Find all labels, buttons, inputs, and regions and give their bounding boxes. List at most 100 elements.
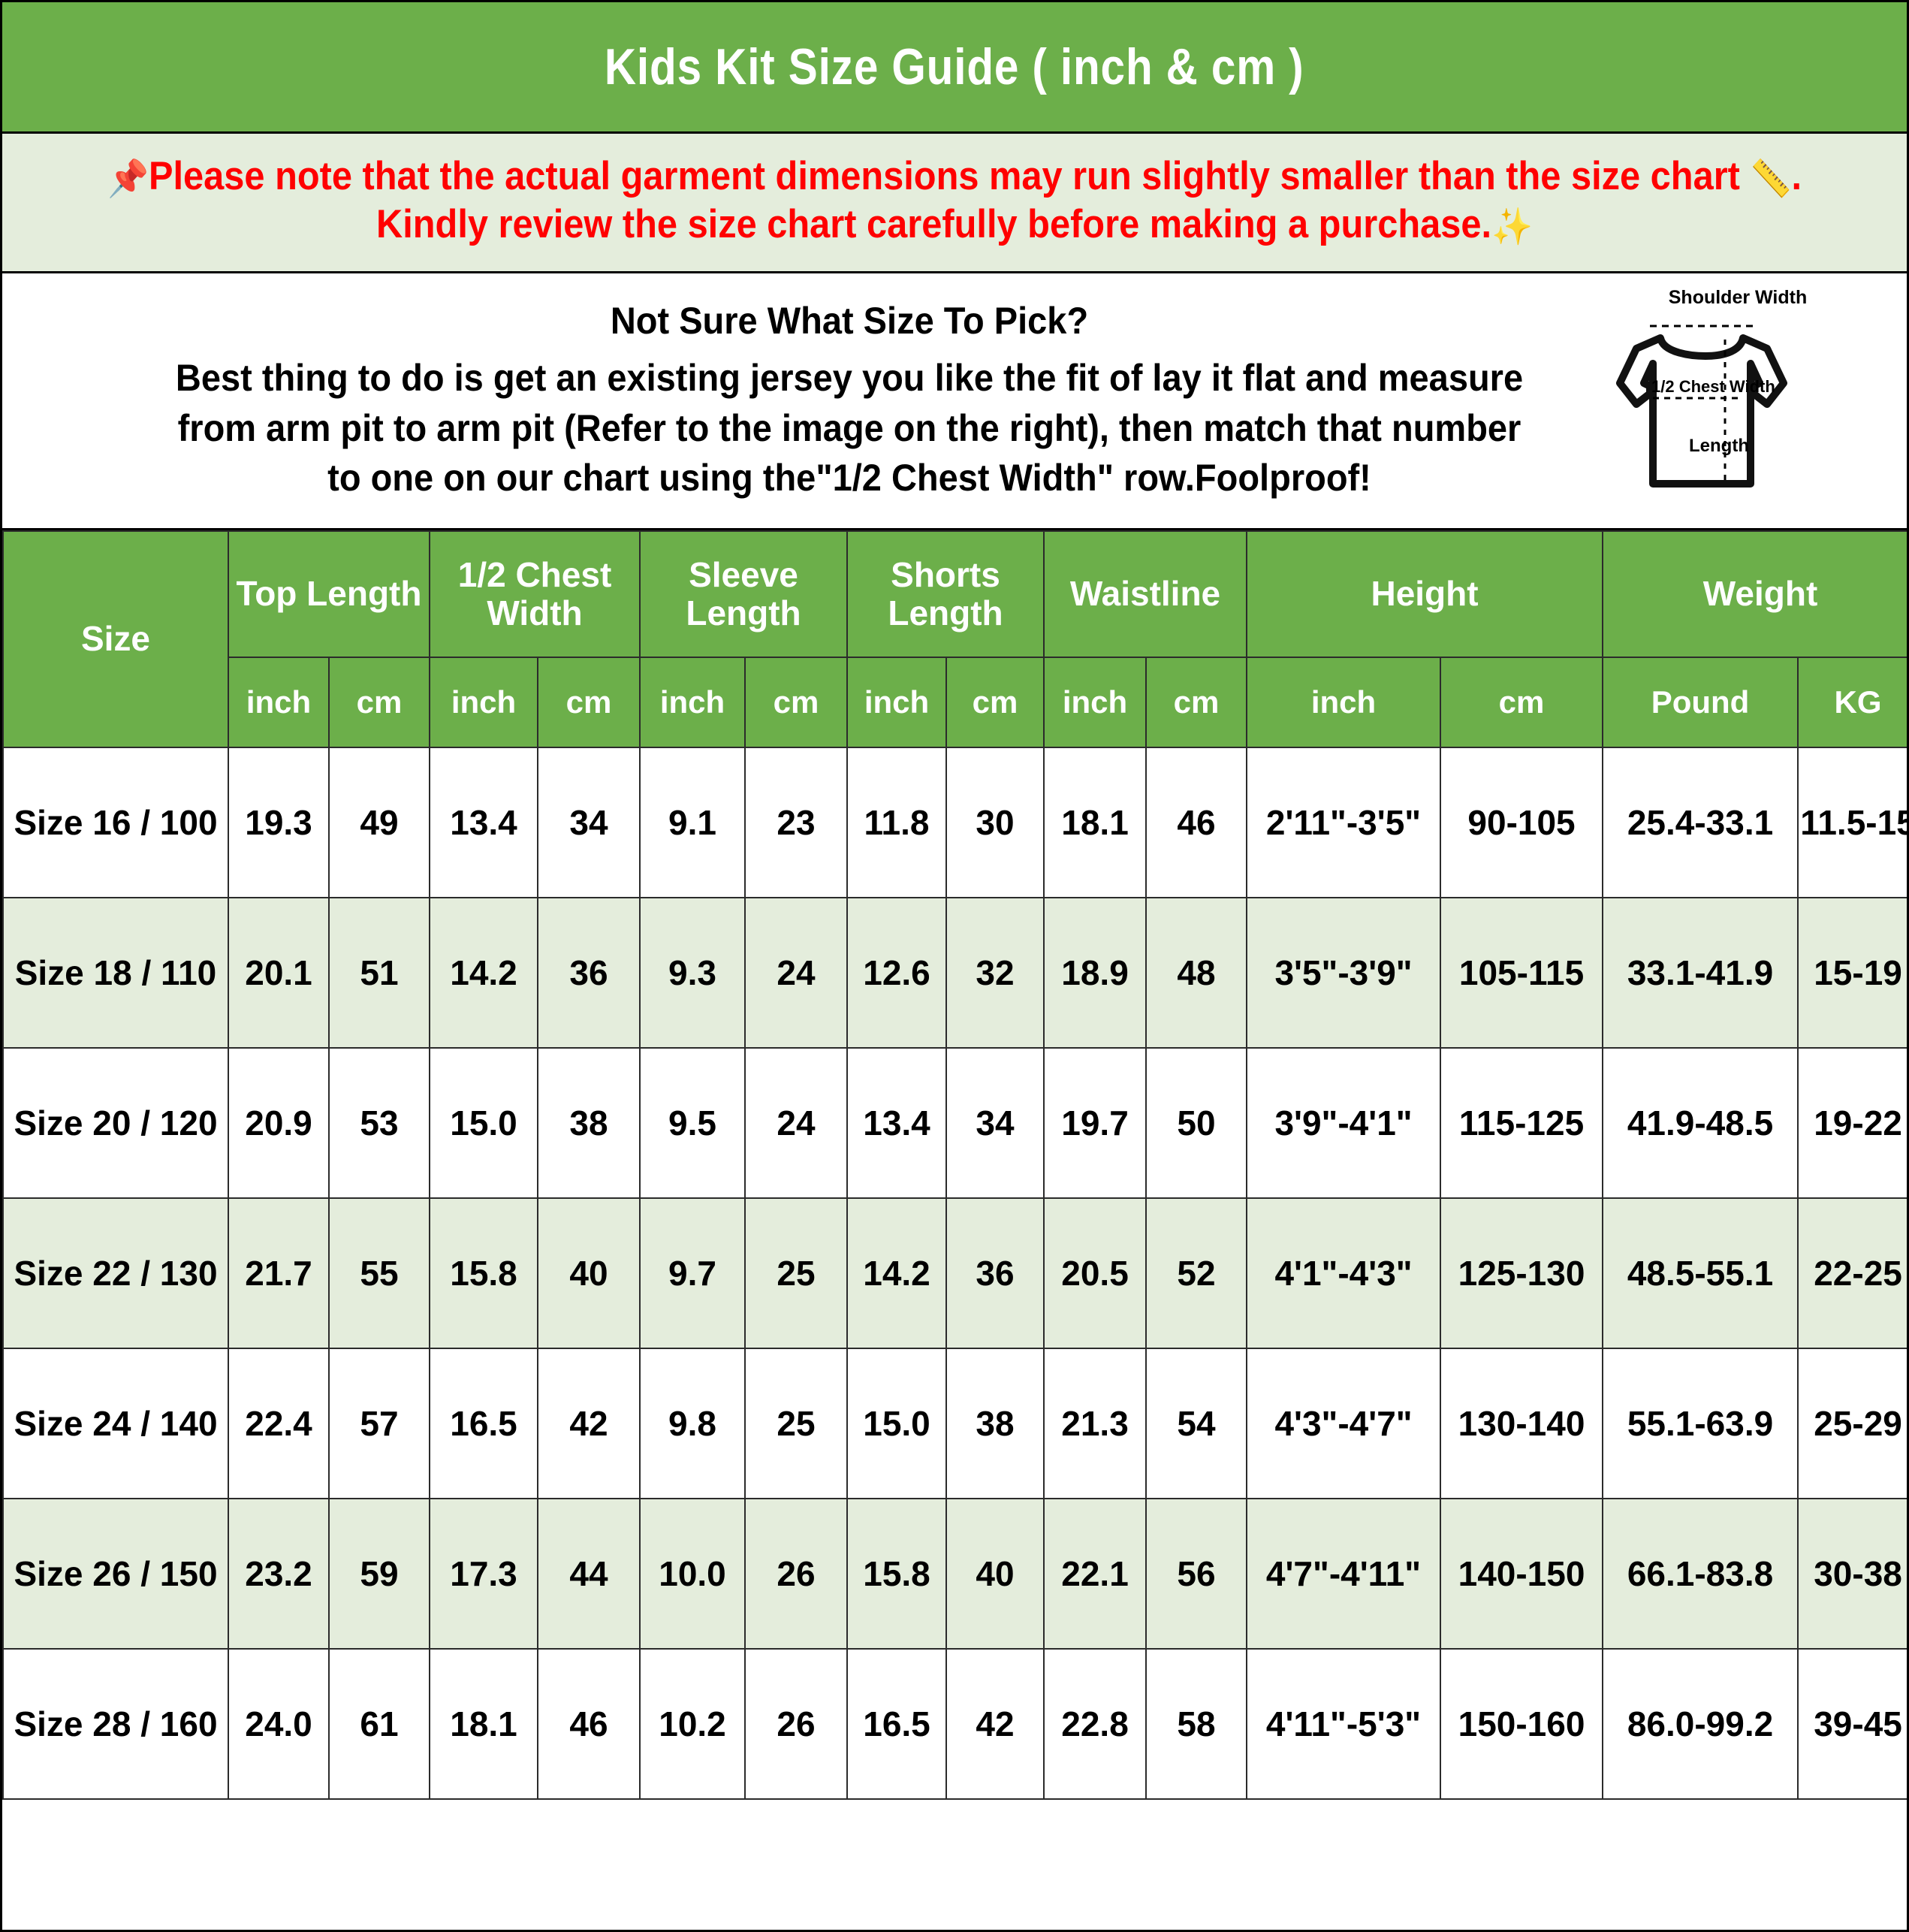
table-row: Size 28 / 160 24.0 61 18.1 46 10.2 26 16.5 42 22.… [2, 1648, 1907, 1801]
table-row: Size 24 / 140 22.4 57 16.5 42 9.8 25 15.0 38 21.3… [2, 1348, 1907, 1500]
measurement-cell: 44 [537, 1498, 641, 1650]
col-header-sleeve-length: Sleeve Length [639, 530, 848, 659]
measurement-cell: 140-150 [1440, 1498, 1604, 1650]
measurement-cell: 9.5 [639, 1047, 746, 1200]
measurement-cell: 4'11"-5'3" [1246, 1648, 1442, 1801]
measurement-cell: 66.1-83.8 [1602, 1498, 1799, 1650]
measurement-cell: 19-22 [1797, 1047, 1907, 1200]
measurement-cell: 55 [328, 1197, 430, 1350]
measurement-cell: 22-25 [1797, 1197, 1907, 1350]
unit-header-9: inch [1043, 657, 1148, 749]
tshirt-diagram: Shoulder Width 1/2 Chest Width Length [1614, 287, 1862, 512]
length-label: Length [1689, 436, 1749, 457]
measurement-cell: 23.2 [228, 1498, 330, 1650]
table-row: Size 16 / 100 19.3 49 13.4 34 9.1 23 11.8 30 18.1… [2, 747, 1907, 899]
measurement-cell: 15-19 [1797, 897, 1907, 1049]
measurement-cell: 17.3 [429, 1498, 538, 1650]
size-label-cell: Size 24 / 140 [2, 1348, 229, 1500]
col-header-waistline: Waistline [1043, 530, 1248, 659]
measurement-cell: 25 [744, 1348, 848, 1500]
notice-text-2: Kindly review the size chart carefully b… [375, 201, 1492, 246]
measurement-cell: 39-45 [1797, 1648, 1907, 1801]
pushpin-icon: 📌 [107, 159, 149, 199]
measurement-cell: 3'9"-4'1" [1246, 1047, 1442, 1200]
measurement-cell: 13.4 [846, 1047, 947, 1200]
measurement-cell: 50 [1145, 1047, 1248, 1200]
measurement-cell: 18.1 [1043, 747, 1148, 899]
size-label-cell: Size 18 / 110 [2, 897, 229, 1049]
unit-header-10: cm [1145, 657, 1248, 749]
col-header-shorts-length: Shorts Length [846, 530, 1045, 659]
measurement-cell: 21.7 [228, 1197, 330, 1350]
measurement-cell: 15.8 [429, 1197, 538, 1350]
table-unit-header-row: inch cm inch cm inch cm inch cm inch cm … [3, 657, 1907, 749]
measurement-cell: 25.4-33.1 [1602, 747, 1799, 899]
unit-header-2: cm [328, 657, 430, 749]
measurement-cell: 16.5 [846, 1648, 947, 1801]
measurement-cell: 40 [537, 1197, 641, 1350]
measurement-cell: 15.0 [846, 1348, 947, 1500]
unit-header-14: KG [1797, 657, 1907, 749]
measurement-cell: 21.3 [1043, 1348, 1148, 1500]
table-head: Size Top Length 1/2 Chest Width Sleeve L… [2, 530, 1907, 749]
measurement-cell: 51 [328, 897, 430, 1049]
measurement-cell: 52 [1145, 1197, 1248, 1350]
notice-line-2: Kindly review the size chart carefully b… [88, 201, 1820, 249]
measurement-cell: 33.1-41.9 [1602, 897, 1799, 1049]
measurement-cell: 59 [328, 1498, 430, 1650]
measurement-cell: 42 [537, 1348, 641, 1500]
notice-text-1-end: . [1791, 154, 1802, 198]
measurement-cell: 18.1 [429, 1648, 538, 1801]
size-label-cell: Size 20 / 120 [2, 1047, 229, 1200]
size-label-cell: Size 22 / 130 [2, 1197, 229, 1350]
measurement-cell: 20.9 [228, 1047, 330, 1200]
measurement-cell: 26 [744, 1498, 848, 1650]
measurement-cell: 14.2 [429, 897, 538, 1049]
measurement-cell: 49 [328, 747, 430, 899]
measurement-cell: 57 [328, 1348, 430, 1500]
measurement-cell: 9.7 [639, 1197, 746, 1350]
size-chart-table: Size Top Length 1/2 Chest Width Sleeve L… [2, 530, 1907, 1801]
measurement-cell: 58 [1145, 1648, 1248, 1801]
unit-header-5: inch [639, 657, 746, 749]
size-label-cell: Size 28 / 160 [2, 1648, 229, 1801]
measurement-cell: 15.0 [429, 1047, 538, 1200]
measurement-cell: 61 [328, 1648, 430, 1801]
measurement-cell: 105-115 [1440, 897, 1604, 1049]
measurement-cell: 56 [1145, 1498, 1248, 1650]
table-row: Size 18 / 110 20.1 51 14.2 36 9.3 24 12.6 32 18.9… [2, 897, 1907, 1049]
table-row: Size 22 / 130 21.7 55 15.8 40 9.7 25 14.2 36 20.5… [2, 1197, 1907, 1350]
measurement-cell: 90-105 [1440, 747, 1604, 899]
measurement-cell: 30-38 [1797, 1498, 1907, 1650]
measurement-cell: 24 [744, 897, 848, 1049]
measurement-cell: 38 [537, 1047, 641, 1200]
measurement-cell: 10.2 [639, 1648, 746, 1801]
measurement-cell: 38 [945, 1348, 1045, 1500]
size-label-cell: Size 26 / 150 [2, 1498, 229, 1650]
measurement-cell: 40 [945, 1498, 1045, 1650]
measurement-cell: 130-140 [1440, 1348, 1604, 1500]
measurement-cell: 9.8 [639, 1348, 746, 1500]
instructions-body: Best thing to do is get an existing jers… [17, 353, 1681, 503]
measurement-cell: 53 [328, 1047, 430, 1200]
unit-header-4: cm [537, 657, 641, 749]
measurement-cell: 46 [537, 1648, 641, 1801]
measurement-cell: 34 [945, 1047, 1045, 1200]
measurement-cell: 3'5"-3'9" [1246, 897, 1442, 1049]
measurement-cell: 11.5-15 [1797, 747, 1907, 899]
measurement-cell: 25-29 [1797, 1348, 1907, 1500]
measurement-cell: 16.5 [429, 1348, 538, 1500]
table-body: Size 16 / 100 19.3 49 13.4 34 9.1 23 11.8 30 18.1… [2, 747, 1907, 1801]
table-row: Size 26 / 150 23.2 59 17.3 44 10.0 26 15.8 40 22.… [2, 1498, 1907, 1650]
measurement-cell: 86.0-99.2 [1602, 1648, 1799, 1801]
measurement-cell: 25 [744, 1197, 848, 1350]
unit-header-13: Pound [1602, 657, 1799, 749]
measurement-cell: 9.3 [639, 897, 746, 1049]
table-group-header-row: Size Top Length 1/2 Chest Width Sleeve L… [2, 530, 1907, 749]
col-header-top-length: Top Length [228, 530, 430, 659]
ruler-icon: 📏 [1750, 159, 1792, 199]
measurement-cell: 36 [945, 1197, 1045, 1350]
measurement-cell: 11.8 [846, 747, 947, 899]
measurement-cell: 46 [1145, 747, 1248, 899]
